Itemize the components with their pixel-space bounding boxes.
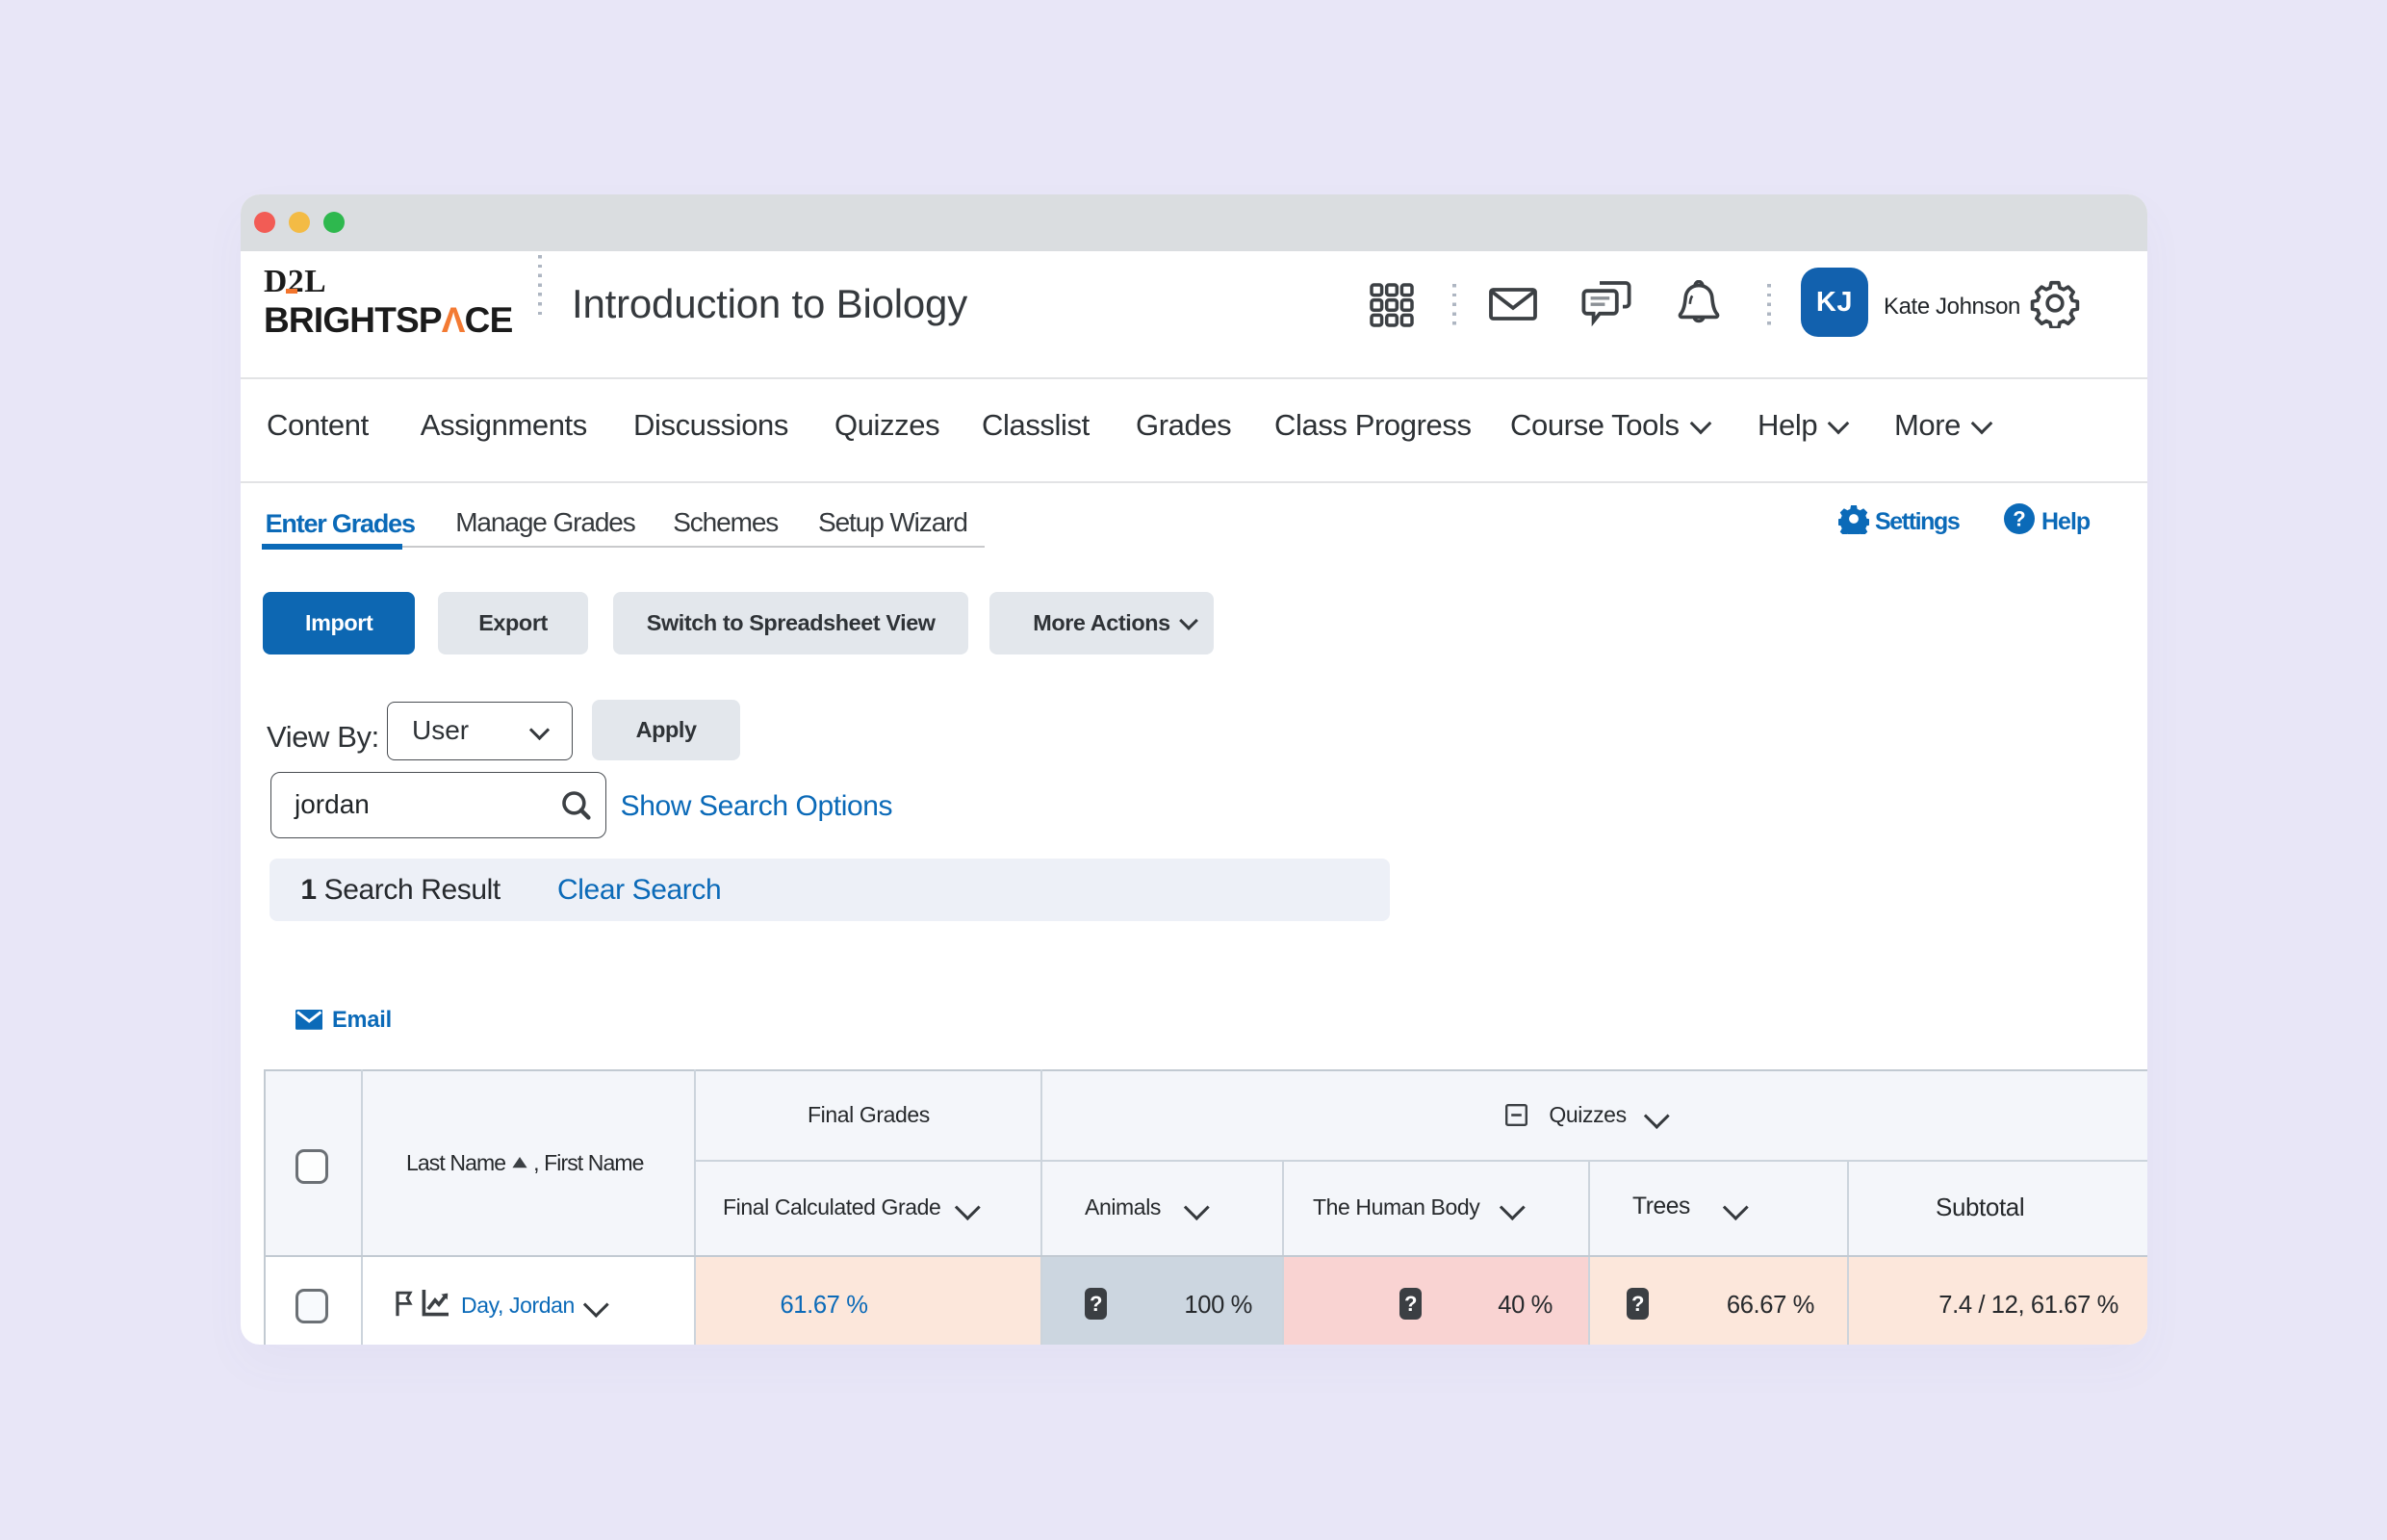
svg-text:?: ? xyxy=(2013,507,2025,531)
